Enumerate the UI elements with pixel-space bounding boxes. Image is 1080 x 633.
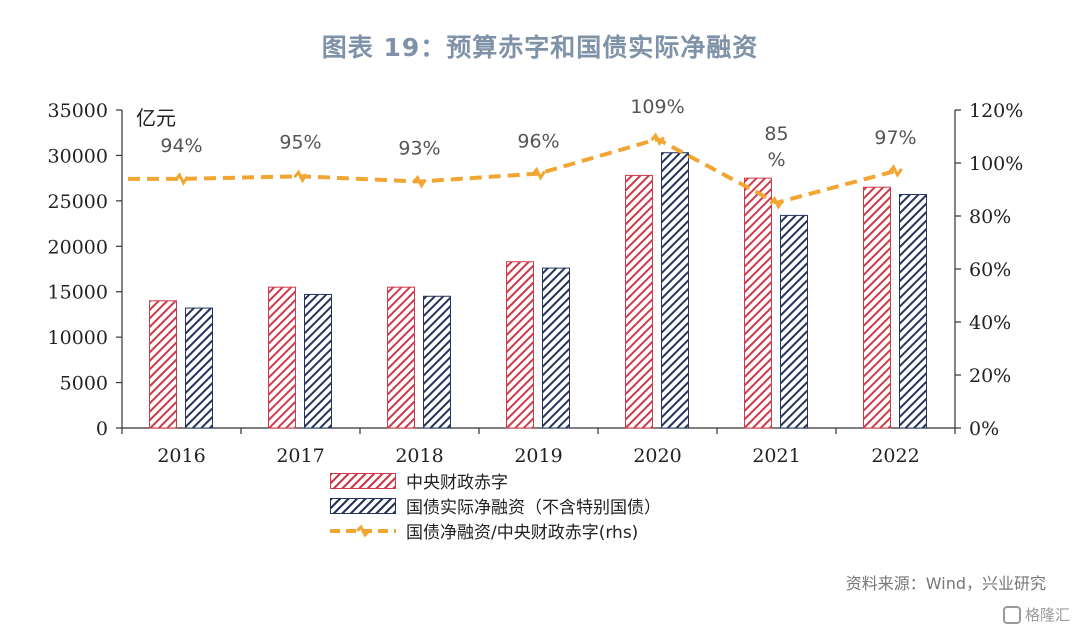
- y-tick-label-left: 5000: [60, 373, 108, 395]
- legend-item-ratio: 国债净融资/中央财政赤字(rhs): [330, 518, 661, 543]
- y-tick-label-left: 35000: [48, 100, 108, 122]
- y-tick-label-left: 15000: [48, 282, 108, 304]
- chart-title: 图表 19：预算赤字和国债实际净融资: [321, 33, 759, 62]
- ratio-data-label: 95%: [279, 131, 321, 153]
- bar-deficit: [149, 300, 177, 429]
- x-tick-label: 2022: [871, 445, 919, 467]
- source-note: 资料来源：Wind，兴业研究: [845, 574, 1046, 593]
- bar-deficit: [744, 177, 772, 429]
- bar-deficit: [268, 286, 296, 429]
- ratio-data-label: 97%: [874, 127, 916, 149]
- legend: 中央财政赤字 国债实际净融资（不含特别国债） 国债净融资/中央财政赤字(rhs): [330, 468, 661, 543]
- ratio-marker: [293, 169, 308, 184]
- watermark-text: 格隆汇: [1024, 606, 1070, 624]
- ratio-marker: [650, 132, 665, 147]
- y-tick-label-right: 100%: [969, 153, 1023, 175]
- y-tick-label-right: 60%: [969, 259, 1011, 281]
- x-tick-label: 2020: [633, 445, 681, 467]
- x-tick-label: 2018: [395, 445, 443, 467]
- bar-financing: [542, 267, 570, 429]
- ratio-data-label: 96%: [517, 131, 559, 153]
- bar-financing: [304, 293, 332, 429]
- x-tick-label: 2017: [276, 445, 324, 467]
- ratio-marker: [174, 172, 189, 186]
- y-tick-label-right: 120%: [969, 100, 1023, 122]
- ratio-data-label: 85: [764, 123, 788, 145]
- data-labels-group: 94% 95% 93% 96% 109% 85% 97%: [160, 96, 916, 171]
- legend-swatch-financing: [330, 497, 396, 514]
- y-tick-label-right: 0%: [969, 418, 999, 440]
- y-tick-label-left: 25000: [48, 191, 108, 213]
- ratio-marker: [412, 174, 427, 189]
- legend-label-financing: 国债实际净融资（不含特别国债）: [406, 498, 661, 518]
- bar-financing: [899, 193, 927, 429]
- ratio-marker: [769, 195, 784, 210]
- y-axis-unit-label: 亿元: [136, 106, 176, 130]
- y-tick-label-right: 80%: [969, 206, 1011, 228]
- y-tick-label-left: 0: [96, 418, 108, 440]
- y-tick-label-left: 10000: [48, 327, 108, 349]
- axes-group: 35000 30000 25000 20000 15000 10000 5000 0 120% 1…: [48, 100, 1024, 467]
- legend-swatch-deficit: [330, 472, 396, 489]
- y-tick-label-left: 30000: [48, 145, 108, 167]
- bar-deficit: [506, 261, 534, 429]
- chart-canvas: 35000 30000 25000 20000 15000 10000 5000 0 120% 1…: [48, 96, 1024, 467]
- bars-group: [149, 152, 927, 429]
- watermark: 格隆汇: [1002, 604, 1070, 625]
- bar-deficit: [387, 286, 415, 429]
- legend-item-deficit: 中央财政赤字: [330, 468, 661, 493]
- legend-label-ratio: 国债净融资/中央财政赤字(rhs): [406, 523, 639, 543]
- ratio-marker: [888, 164, 903, 178]
- bar-financing: [185, 307, 213, 429]
- ratio-data-label: %: [767, 149, 785, 171]
- ratio-data-label: 94%: [160, 135, 202, 157]
- ratio-marker: [531, 166, 546, 181]
- y-tick-label-right: 40%: [969, 312, 1011, 334]
- bar-deficit: [625, 174, 653, 429]
- x-tick-label: 2021: [752, 445, 800, 467]
- x-tick-label: 2016: [157, 445, 205, 467]
- x-tick-label: 2019: [514, 445, 562, 467]
- bar-financing: [780, 214, 808, 429]
- watermark-logo-icon: [1002, 605, 1021, 624]
- ratio-line-group: [128, 132, 903, 210]
- legend-swatch-ratio: [330, 523, 396, 539]
- ratio-data-label: 109%: [630, 96, 684, 118]
- ratio-line: [128, 137, 897, 205]
- y-tick-label-right: 20%: [969, 365, 1011, 387]
- bar-financing: [423, 295, 451, 429]
- bar-financing: [661, 152, 689, 429]
- y-tick-label-left: 20000: [48, 236, 108, 258]
- legend-item-financing: 国债实际净融资（不含特别国债）: [330, 493, 661, 518]
- ratio-data-label: 93%: [398, 138, 440, 160]
- legend-label-deficit: 中央财政赤字: [406, 473, 508, 493]
- bar-deficit: [863, 186, 891, 429]
